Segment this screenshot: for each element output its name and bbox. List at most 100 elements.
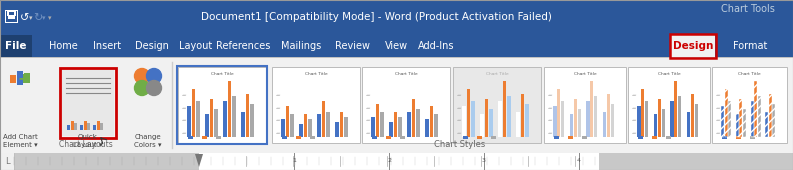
Text: Add Chart
Element ▾: Add Chart Element ▾ xyxy=(2,134,37,148)
Bar xyxy=(24,73,30,83)
Text: ↺: ↺ xyxy=(21,13,29,22)
Bar xyxy=(466,89,470,137)
Bar xyxy=(246,94,249,137)
Text: Add-Ins: Add-Ins xyxy=(418,41,454,51)
Bar xyxy=(590,81,593,137)
Bar xyxy=(488,109,492,137)
Bar xyxy=(670,101,673,137)
Bar xyxy=(544,67,626,143)
Bar xyxy=(398,117,401,137)
Bar xyxy=(477,136,482,139)
Text: References: References xyxy=(216,41,270,51)
Bar xyxy=(17,71,23,85)
Bar xyxy=(282,136,287,139)
Bar xyxy=(611,104,614,137)
Circle shape xyxy=(147,81,162,96)
Bar xyxy=(344,117,347,137)
Bar xyxy=(214,109,217,137)
Text: Mailings: Mailings xyxy=(281,41,321,51)
Bar xyxy=(520,94,524,137)
Text: Change
Colors ▾: Change Colors ▾ xyxy=(134,134,162,148)
Bar xyxy=(241,112,245,137)
Bar xyxy=(750,136,755,139)
Bar xyxy=(554,106,557,137)
Bar xyxy=(434,114,438,137)
Text: L: L xyxy=(5,157,10,166)
Bar xyxy=(372,136,377,139)
Bar xyxy=(228,81,232,137)
Bar xyxy=(97,121,99,130)
Bar xyxy=(80,124,83,130)
Bar xyxy=(743,109,745,137)
Bar xyxy=(216,136,221,139)
Bar xyxy=(754,81,757,137)
Bar xyxy=(93,124,96,130)
Text: Review: Review xyxy=(335,41,370,51)
Text: Chart Title: Chart Title xyxy=(573,72,596,76)
Text: 3: 3 xyxy=(482,158,486,163)
Text: Chart Styles: Chart Styles xyxy=(435,140,485,149)
Bar xyxy=(772,104,776,137)
Text: +: + xyxy=(17,72,29,86)
Bar xyxy=(0,57,793,153)
Bar xyxy=(712,67,787,143)
Bar xyxy=(557,89,561,137)
Bar xyxy=(503,81,506,137)
Text: ▾: ▾ xyxy=(29,15,33,21)
Bar xyxy=(326,112,330,137)
Bar xyxy=(178,67,266,143)
Bar xyxy=(205,114,209,137)
Bar xyxy=(728,101,731,137)
Bar xyxy=(645,101,649,137)
Bar xyxy=(0,153,14,170)
Bar xyxy=(750,101,753,137)
Bar xyxy=(657,99,661,137)
Bar xyxy=(607,94,610,137)
Bar xyxy=(100,123,103,130)
Bar xyxy=(652,136,657,139)
Bar xyxy=(678,96,681,137)
Bar xyxy=(736,114,739,137)
Bar xyxy=(603,112,606,137)
Bar xyxy=(412,99,416,137)
Bar xyxy=(750,101,753,137)
Bar xyxy=(769,94,772,137)
Bar xyxy=(196,101,200,137)
Bar xyxy=(641,89,645,137)
Text: Layout: Layout xyxy=(179,41,213,51)
Bar xyxy=(599,153,793,170)
Bar xyxy=(594,96,597,137)
Bar xyxy=(498,101,502,137)
Text: Home: Home xyxy=(48,41,78,51)
Text: ▾: ▾ xyxy=(48,15,52,21)
Bar xyxy=(462,106,466,137)
Bar xyxy=(308,119,312,137)
Bar xyxy=(322,101,325,137)
Bar xyxy=(416,109,419,137)
Bar xyxy=(582,136,587,139)
Bar xyxy=(282,119,285,137)
Bar xyxy=(0,35,32,57)
Bar xyxy=(0,35,793,57)
Bar xyxy=(250,104,254,137)
Bar xyxy=(481,114,484,137)
Text: ▾: ▾ xyxy=(42,15,46,21)
Bar xyxy=(296,136,301,139)
Text: View: View xyxy=(385,41,408,51)
Bar xyxy=(285,106,289,137)
Text: Chart Layouts: Chart Layouts xyxy=(59,140,113,149)
Text: Format: Format xyxy=(733,41,767,51)
Bar xyxy=(272,67,360,143)
Text: 2: 2 xyxy=(387,158,391,163)
Bar xyxy=(661,109,665,137)
Bar xyxy=(736,136,741,139)
Bar xyxy=(561,101,565,137)
Text: Insert: Insert xyxy=(93,41,121,51)
Bar xyxy=(736,114,739,137)
Bar xyxy=(674,81,677,137)
Text: Chart Title: Chart Title xyxy=(395,72,417,76)
Bar xyxy=(573,99,577,137)
Bar xyxy=(485,99,488,137)
Text: Chart Title: Chart Title xyxy=(211,72,233,76)
Text: 1: 1 xyxy=(292,158,296,163)
